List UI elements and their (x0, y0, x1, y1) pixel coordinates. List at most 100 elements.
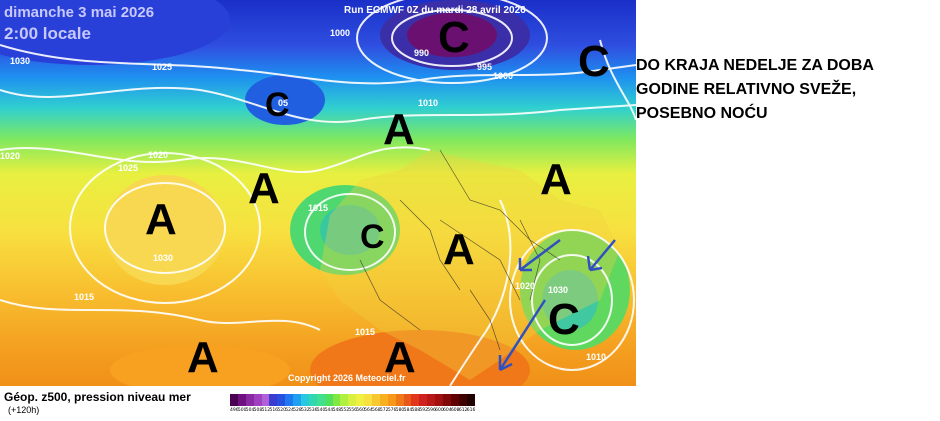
colorbar-swatch (316, 394, 325, 406)
annotation-line: DO KRAJA NEDELJE ZA DOBA (636, 57, 874, 74)
colorbar-tick-label: 584 (403, 408, 413, 413)
colorbar-tick-label: 600 (435, 408, 444, 413)
isobar-label: 1010 (586, 352, 607, 362)
colorbar-tick-label: 552 (340, 408, 350, 413)
low-pressure-center: C (265, 86, 290, 124)
colorbar-tick-label: 616 (466, 408, 476, 413)
colorbar-swatch (245, 394, 254, 406)
colorbar-tick-label: 544 (324, 408, 334, 413)
colorbar-tick-label: 560 (356, 408, 365, 413)
annotation-line: POSEBNO NOĆU (636, 105, 768, 122)
colorbar (230, 394, 475, 406)
colorbar-swatch (364, 394, 373, 406)
colorbar-tick-label: 564 (364, 408, 373, 413)
copyright-label: Copyright 2026 Meteociel.fr (288, 373, 406, 383)
colorbar-swatch (308, 394, 317, 406)
colorbar-tick-label: 500 (237, 408, 247, 413)
colorbar-swatch (435, 394, 444, 406)
map-background (0, 0, 636, 386)
low-pressure-center: C (360, 218, 385, 256)
colorbar-tick-label: 540 (316, 408, 326, 413)
colorbar-swatch (395, 394, 404, 406)
colorbar-swatch (427, 394, 436, 406)
colorbar-swatch (253, 394, 262, 406)
colorbar-labels: 496 500 504 508 512 516 520 524 528 532 536 540 544 5… (230, 408, 475, 413)
forecast-map: dimanche 3 mai 2026 2:00 locale Run ECMW… (0, 0, 636, 386)
high-pressure-center: A (145, 195, 177, 244)
colorbar-swatch (411, 394, 420, 406)
colorbar-tick-label: 520 (277, 408, 286, 413)
colorbar-tick-label: 512 (261, 408, 271, 413)
colorbar-tick-label: 496 (230, 408, 239, 413)
colorbar-swatch (301, 394, 309, 406)
high-pressure-center: A (383, 105, 415, 154)
colorbar-swatch (372, 394, 380, 406)
isobar-label: 1025 (152, 62, 173, 72)
colorbar-tick-label: 528 (293, 408, 302, 413)
isobar-label: 1020 (0, 151, 21, 161)
isobar-label: 1010 (418, 98, 439, 108)
colorbar-swatch (387, 394, 396, 406)
colorbar-swatch (269, 394, 278, 406)
model-run-label: Run ECMWF 0Z du mardi 28 avril 2026 (344, 5, 526, 16)
isobar-label: 1000 (330, 28, 351, 38)
high-pressure-center: A (248, 164, 280, 213)
high-pressure-center: A (540, 155, 572, 204)
colorbar-tick-label: 612 (458, 408, 468, 413)
colorbar-tick-label: 556 (348, 408, 357, 413)
colorbar-tick-label: 536 (308, 408, 318, 413)
field-title: Géop. z500, pression niveau mer (4, 390, 191, 404)
colorbar-tick-label: 532 (301, 408, 310, 413)
low-pressure-center: C (578, 37, 610, 86)
colorbar-swatch (466, 394, 475, 406)
colorbar-swatch (450, 394, 459, 406)
isobar-label: 995 (477, 62, 493, 72)
isobar-label: 990 (414, 48, 430, 58)
forecast-date: dimanche 3 mai 2026 (4, 4, 155, 21)
colorbar-swatch (237, 394, 246, 406)
colorbar-swatch (277, 394, 286, 406)
colorbar-tick-label: 516 (269, 408, 279, 413)
colorbar-swatch (261, 394, 270, 406)
high-pressure-center: A (384, 333, 416, 382)
forecast-annotation: DO KRAJA NEDELJE ZA DOBA GODINE RELATIVN… (636, 54, 940, 126)
colorbar-tick-label: 588 (411, 408, 421, 413)
colorbar-swatch (293, 394, 302, 406)
colorbar-swatch (348, 394, 357, 406)
colorbar-swatch (332, 394, 341, 406)
colorbar-tick-label: 548 (332, 408, 342, 413)
colorbar-swatch (230, 394, 238, 406)
lead-time: (+120h) (8, 405, 40, 415)
colorbar-tick-label: 604 (443, 408, 452, 413)
colorbar-tick-label: 576 (387, 408, 397, 413)
colorbar-tick-label: 508 (253, 408, 263, 413)
annotation-line: GODINE RELATIVNO SVEŽE, (636, 81, 857, 98)
colorbar-swatch (403, 394, 412, 406)
low-pressure-center: C (438, 13, 470, 62)
colorbar-tick-label: 524 (285, 408, 294, 413)
isobar-label: 1030 (153, 253, 174, 263)
colorbar-tick-label: 608 (450, 408, 460, 413)
colorbar-swatch (443, 394, 451, 406)
isobar-label: 1015 (74, 292, 95, 302)
colorbar-swatch (285, 394, 294, 406)
colorbar-tick-label: 572 (379, 408, 389, 413)
isobar-label: 1015 (308, 203, 329, 213)
high-pressure-center: A (443, 225, 475, 274)
colorbar-swatch (458, 394, 467, 406)
isobar-label: 1020 (148, 150, 169, 160)
colorbar-tick-label: 596 (427, 408, 436, 413)
isobar-label: 1030 (548, 285, 569, 295)
isobar-label: 1015 (355, 327, 376, 337)
isobar-label: 1000 (493, 71, 514, 81)
colorbar-tick-label: 580 (395, 408, 405, 413)
forecast-time: 2:00 locale (4, 24, 91, 43)
colorbar-tick-label: 592 (419, 408, 428, 413)
colorbar-swatch (356, 394, 365, 406)
colorbar-swatch (419, 394, 428, 406)
colorbar-tick-label: 504 (245, 408, 255, 413)
isobar-label: 1030 (10, 56, 31, 66)
colorbar-swatch (379, 394, 388, 406)
colorbar-swatch (340, 394, 349, 406)
isobar-label: 1025 (118, 163, 139, 173)
